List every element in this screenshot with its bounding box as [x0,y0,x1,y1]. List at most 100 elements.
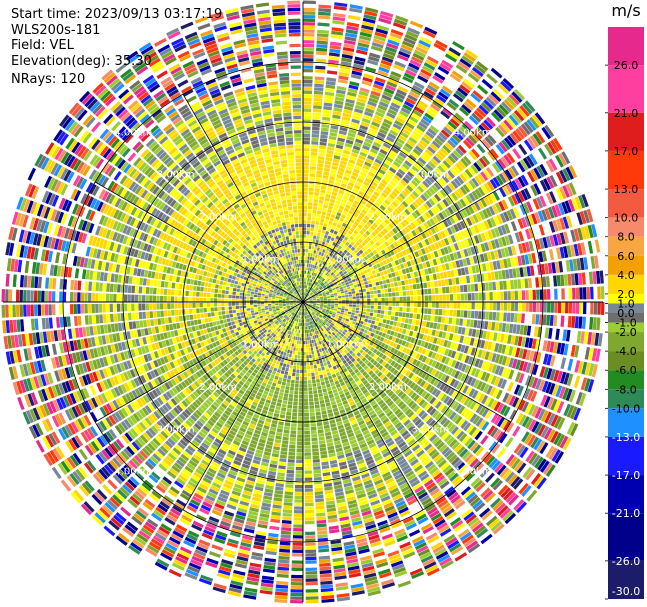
velocity-gate [383,118,393,126]
velocity-gate [448,182,456,191]
velocity-gate [322,279,327,283]
velocity-gate [295,376,300,381]
velocity-gate [384,288,388,293]
velocity-gate [366,294,371,299]
velocity-gate [323,395,329,400]
velocity-gate [414,199,422,207]
velocity-gate [417,302,421,308]
velocity-gate [310,151,318,156]
velocity-gate [404,100,415,109]
velocity-gate [315,411,321,416]
velocity-gate [304,267,307,271]
velocity-gate [447,120,458,130]
velocity-gate [362,277,367,282]
velocity-gate [299,369,303,374]
velocity-gate [322,388,327,393]
velocity-gate [453,178,462,187]
velocity-gate [311,444,319,449]
velocity-gate [317,274,320,279]
velocity-gate [281,523,292,528]
velocity-gate [303,173,309,177]
velocity-gate [528,302,533,312]
velocity-gate [320,587,334,593]
velocity-gate [304,488,313,492]
velocity-gate [349,155,357,161]
velocity-gate [344,142,353,149]
velocity-gate [363,295,367,299]
velocity-gate [353,243,358,249]
velocity-gate [304,296,307,300]
velocity-gate [352,115,362,121]
velocity-gate [311,441,318,445]
velocity-gate [326,153,333,158]
velocity-gate [362,261,368,266]
velocity-gate [323,303,328,305]
velocity-gate [318,559,331,564]
velocity-gate [419,215,426,223]
velocity-gate [305,520,315,525]
velocity-gate [304,430,310,435]
velocity-gate [338,259,343,264]
velocity-gate [492,291,497,301]
velocity-gate [295,351,298,355]
velocity-gate [586,286,591,300]
velocity-gate [286,379,291,383]
velocity-gate [405,285,410,291]
velocity-gate [495,175,504,186]
velocity-gate [295,477,303,482]
velocity-gate [330,257,334,262]
velocity-gate [433,233,440,241]
velocity-gate [429,125,439,134]
velocity-gate [333,291,337,294]
velocity-gate [328,287,332,291]
velocity-gate [381,293,385,298]
velocity-gate [425,321,431,328]
velocity-gate [315,217,320,222]
velocity-gate [533,183,542,195]
velocity-gate [303,391,308,395]
velocity-gate [374,294,378,298]
velocity-gate [464,293,468,301]
velocity-gate [377,297,382,302]
velocity-gate [470,92,482,103]
velocity-gate [306,231,310,235]
velocity-gate [303,61,314,66]
velocity-gate [305,517,315,521]
velocity-gate [422,191,430,200]
velocity-gate [325,254,330,259]
velocity-gate [326,186,333,192]
velocity-gate [299,380,303,384]
velocity-gate [492,190,501,201]
velocity-gate [288,371,292,376]
velocity-gate [311,288,315,292]
velocity-gate [440,230,447,238]
velocity-gate [334,300,339,302]
velocity-gate [344,266,349,271]
velocity-gate [497,158,507,170]
velocity-gate [498,104,510,115]
velocity-gate [457,144,467,154]
velocity-gate [349,299,353,302]
velocity-gate [321,291,326,294]
velocity-gate [426,281,431,288]
velocity-gate [510,194,519,206]
velocity-gate [474,311,479,319]
velocity-gate [428,302,432,308]
velocity-gate [485,302,490,310]
velocity-gate [448,98,460,108]
velocity-gate [298,405,303,410]
velocity-gate [484,136,494,147]
velocity-gate [321,598,335,603]
velocity-gate [317,163,324,168]
velocity-gate [323,373,328,378]
velocity-gate [508,114,519,126]
velocity-gate [294,506,303,510]
velocity-gate [305,560,317,564]
velocity-gate [464,207,472,216]
velocity-gate [293,365,297,370]
velocity-gate [355,241,361,246]
velocity-gate [423,166,431,174]
velocity-gate [307,278,310,282]
velocity-gate [413,296,418,301]
velocity-gate [374,298,378,302]
